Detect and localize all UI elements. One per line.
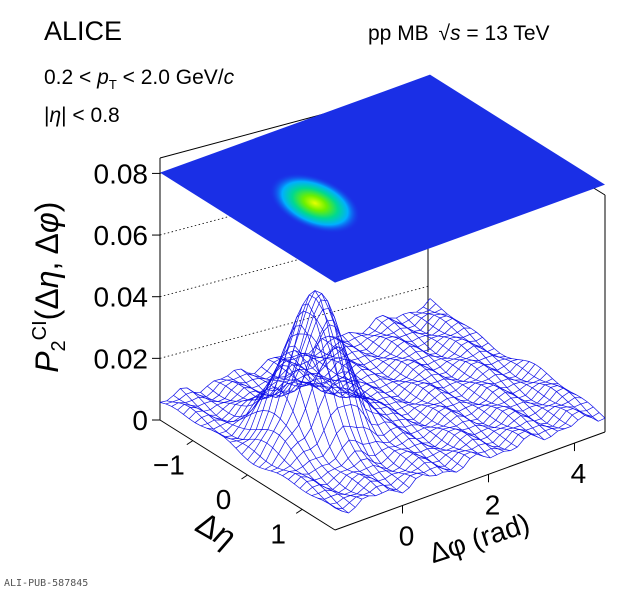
deta-tick [295,508,303,514]
eta-cut-label: |η| < 0.8 [44,104,120,127]
mesh-line-dphi [311,397,582,496]
mesh-line-deta [308,353,484,457]
deta-tick-label: −1 [153,450,185,481]
mesh-line-deta [335,336,511,452]
mesh-line-dphi [299,387,571,489]
mesh-line-dphi [212,337,483,434]
mesh-line-dphi [270,367,542,472]
top-projection-plane [160,74,605,283]
z-tick-label: 0.02 [94,343,149,374]
mesh-line-dphi [200,327,471,427]
dphi-tick-label: 2 [485,489,501,520]
surface-mesh [159,290,606,514]
mesh-line-dphi [323,406,594,505]
mesh-line-dphi [235,310,506,449]
mesh-line-dphi [165,303,437,405]
mesh-line-dphi [159,298,431,403]
mesh-line-deta [389,317,565,430]
energy-label: √s = 13 TeV [438,22,550,45]
z-tick-label: 0 [132,405,148,436]
mesh-line-dphi [224,345,495,440]
mesh-line-dphi [229,333,501,443]
mesh-line-dphi [188,318,460,419]
z-tick-label: 0.04 [94,282,149,313]
mesh-line-dphi [334,414,606,514]
dphi-tick-label: 4 [571,458,587,489]
mesh-line-dphi [206,331,477,430]
mesh-line-dphi [293,385,565,485]
mesh-line-dphi [194,322,466,423]
mesh-line-dphi [177,313,448,411]
z-tick-label: 0.08 [94,158,149,189]
mesh-line-dphi [264,346,536,470]
mesh-line-dphi [247,290,518,461]
mesh-line-deta [423,306,599,422]
mesh-line-deta [355,332,531,435]
deta-tick [186,440,194,446]
system-label: pp MB [368,22,429,45]
deta-tick-label: 1 [270,518,286,549]
mesh-line-deta [382,315,558,432]
mesh-line-dphi [328,410,600,509]
mesh-line-dphi [276,372,547,474]
experiment-label: ALICE [44,16,123,46]
mesh-line-dphi [317,401,588,500]
top-projection-peak [269,173,361,234]
mesh-line-dphi [282,378,553,476]
mesh-line-deta [186,387,363,500]
mesh-line-dphi [258,319,530,468]
reference-label: ALI-PUB-587845 [4,578,89,589]
mesh-line-deta [233,293,410,489]
mesh-line-dphi [305,391,576,493]
z-axis-label: P2CI(Δη, Δφ) [28,201,71,373]
pt-cut-label: 0.2 < pT < 2.0 GeV/c [44,66,235,93]
deta-tick [241,474,248,480]
dphi-tick-label: 0 [399,521,415,552]
deta-tick-label: 0 [216,484,232,515]
collision-label: pp MB √s = 13 TeV [368,22,550,46]
mesh-line-dphi [171,308,442,407]
mesh-line-dphi [288,383,559,480]
z-tick-label: 0.06 [94,220,149,251]
axis-ticks: 00.020.040.060.08−101 024 [94,158,587,551]
mesh-line-deta [301,352,477,455]
